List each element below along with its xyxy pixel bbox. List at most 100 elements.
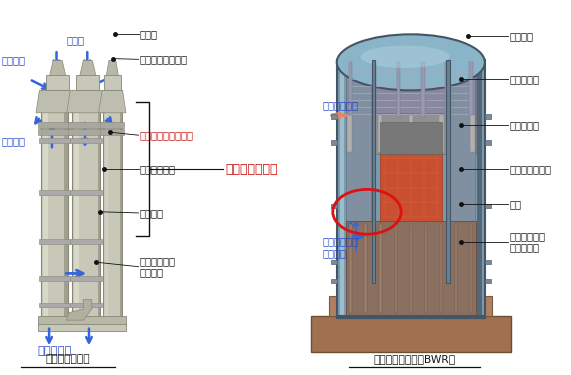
Bar [380, 154, 441, 221]
Ellipse shape [361, 45, 449, 68]
Bar [485, 140, 490, 145]
Text: 圧力容器: 圧力容器 [509, 31, 533, 41]
Bar [337, 315, 485, 318]
Bar [346, 62, 476, 117]
Bar [331, 279, 337, 283]
Ellipse shape [337, 34, 485, 90]
Bar [39, 138, 70, 142]
Bar [100, 129, 124, 135]
Bar [311, 316, 511, 352]
Bar [46, 75, 69, 90]
Bar [349, 62, 352, 117]
Bar [38, 324, 126, 332]
Bar [409, 224, 412, 314]
Bar [38, 122, 72, 128]
Bar [485, 114, 490, 119]
Bar [346, 113, 476, 154]
Text: ジェットポンプ: ジェットポンプ [46, 354, 90, 364]
Bar [408, 115, 413, 152]
Bar [445, 62, 449, 117]
Bar [69, 129, 104, 135]
Bar [39, 239, 70, 243]
Bar [470, 224, 472, 314]
Bar [449, 60, 475, 283]
Bar [70, 101, 102, 105]
Bar [120, 90, 122, 320]
Bar [485, 204, 490, 209]
Bar [39, 101, 70, 105]
Bar [70, 303, 102, 307]
Bar [349, 224, 352, 314]
Bar [346, 60, 371, 283]
Polygon shape [106, 60, 118, 75]
Text: 炉心へ給水: 炉心へ給水 [38, 346, 72, 356]
Bar [372, 60, 376, 283]
Bar [331, 260, 337, 264]
Text: 気水分離器: 気水分離器 [509, 120, 540, 130]
Bar [373, 62, 376, 117]
Text: インレットミキサ: インレットミキサ [140, 54, 188, 64]
Bar [380, 122, 441, 154]
Bar [39, 276, 70, 281]
Bar [440, 224, 442, 314]
Bar [74, 90, 79, 320]
Bar [346, 221, 476, 316]
Bar [41, 90, 68, 320]
Bar [105, 90, 108, 320]
Text: ライザ管: ライザ管 [140, 208, 164, 218]
Text: 炉心: 炉心 [509, 200, 521, 209]
Bar [39, 190, 70, 195]
Bar [421, 62, 425, 117]
Polygon shape [66, 300, 92, 320]
Bar [378, 115, 383, 152]
Text: 蒸気発生器: 蒸気発生器 [509, 74, 540, 84]
Bar [331, 140, 337, 145]
Bar [38, 316, 126, 326]
Polygon shape [99, 90, 126, 113]
Bar [329, 296, 492, 316]
Bar [380, 224, 382, 314]
Text: 駆動流: 駆動流 [66, 35, 84, 45]
Bar [439, 115, 444, 152]
Text: 炉心シュラウド: 炉心シュラウド [509, 164, 552, 174]
Bar [485, 260, 490, 264]
Bar [425, 224, 427, 314]
Text: 制御棒案内管
／駆動機構: 制御棒案内管 ／駆動機構 [509, 231, 545, 252]
Bar [395, 224, 397, 314]
Bar [39, 303, 70, 307]
Bar [477, 60, 482, 318]
Polygon shape [36, 90, 74, 113]
Bar [43, 90, 48, 320]
Bar [364, 224, 367, 314]
Bar [72, 90, 100, 320]
Text: すき間流: すき間流 [2, 136, 26, 146]
Bar [340, 60, 344, 318]
Bar [100, 122, 124, 128]
Text: 再循環ポンプ
より給水: 再循環ポンプ より給水 [323, 237, 359, 258]
Bar [70, 138, 102, 142]
Bar [470, 115, 475, 152]
Bar [98, 90, 100, 320]
Text: 再循環ポンプ
より給水: 再循環ポンプ より給水 [140, 256, 176, 278]
Bar [446, 60, 449, 283]
Text: スリップジョイント: スリップジョイント [140, 130, 194, 140]
Polygon shape [50, 60, 66, 75]
Text: 吸込み流: 吸込み流 [2, 56, 26, 66]
Text: ディフューザ: ディフューザ [140, 164, 176, 174]
Bar [70, 239, 102, 243]
Bar [485, 279, 490, 283]
Bar [70, 190, 102, 195]
Bar [103, 90, 122, 320]
Bar [65, 90, 68, 320]
Bar [38, 129, 72, 135]
Bar [347, 115, 352, 152]
Bar [337, 60, 485, 318]
Bar [455, 224, 457, 314]
Bar [397, 62, 400, 117]
Bar [77, 75, 99, 90]
Bar [331, 114, 337, 119]
Bar [331, 204, 337, 209]
Polygon shape [67, 90, 106, 113]
Bar [104, 75, 121, 90]
Text: 沸騰水型原子炉（BWR）: 沸騰水型原子炉（BWR） [374, 354, 456, 364]
